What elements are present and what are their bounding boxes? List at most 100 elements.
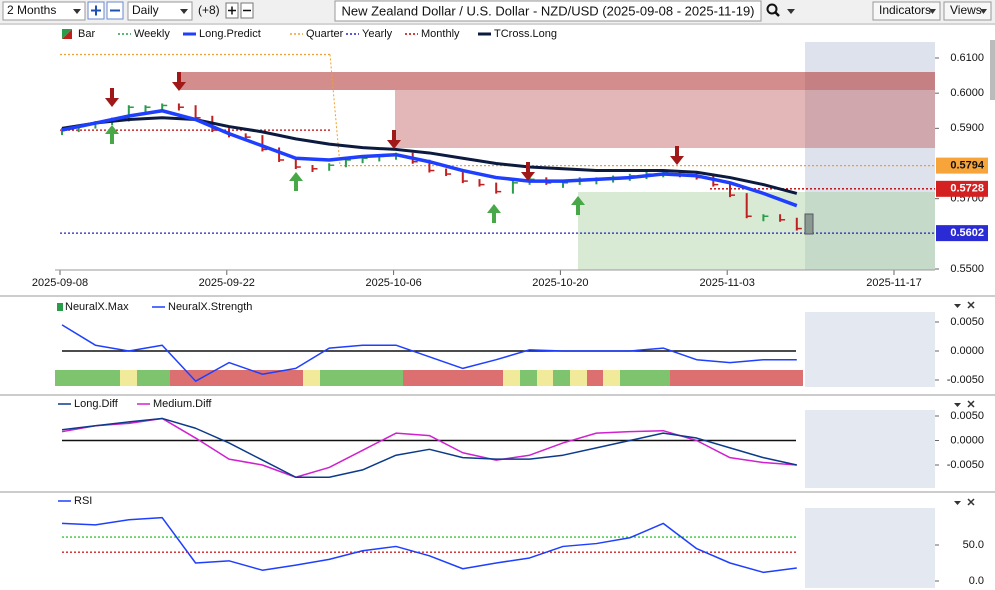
price-label-bg: [936, 157, 988, 174]
down-arrow: [670, 146, 684, 165]
up-arrow: [105, 125, 119, 144]
y-tick-label: 50.0: [963, 539, 984, 551]
y-tick-label: -0.0050: [947, 459, 984, 471]
dropdown-arrow: [180, 9, 188, 14]
down-arrow: [387, 130, 401, 149]
price-bar: [478, 179, 481, 187]
dropdown-arrow: [929, 9, 936, 14]
scrollbar[interactable]: [990, 40, 995, 100]
plus-icon: [228, 6, 236, 15]
max-state: [137, 370, 170, 386]
legend-label: Quarter: [306, 28, 344, 40]
max-state: [670, 370, 803, 386]
max-state: [520, 370, 537, 386]
search-icon[interactable]: [766, 3, 778, 15]
quarter-step: [329, 54, 341, 166]
future-zone: [805, 312, 935, 387]
max-state: [403, 370, 503, 386]
search-icon-handle: [774, 11, 780, 17]
price-bar: [428, 159, 431, 173]
legend-icon: [62, 29, 72, 39]
chart-title: New Zealand Dollar / U.S. Dollar - NZD/U…: [341, 3, 754, 18]
x-tick-label: 2025-09-22: [199, 277, 255, 289]
max-state: [120, 370, 137, 386]
y-tick-label: 0.5500: [950, 263, 984, 275]
offset-text: (+8): [198, 3, 220, 17]
strength-line: [61, 324, 797, 382]
resistance-zone: [180, 72, 935, 90]
indicators-button[interactable]: [872, 1, 941, 21]
y-tick-label: 0.0000: [950, 345, 984, 357]
plots: Bar Weekly Long.Predict Quarter Yearly Monthl…: [32, 28, 988, 587]
resistance-zone: [395, 90, 935, 148]
price-bar: [779, 214, 782, 222]
views-button[interactable]: [943, 1, 992, 21]
price-bar: [745, 193, 748, 219]
long-predict-line: [61, 109, 798, 208]
legend-label: RSI: [74, 495, 92, 507]
legend-label: Long.Predict: [199, 28, 261, 40]
price-bar: [562, 180, 564, 188]
max-state: [636, 370, 670, 386]
price-label: 0.5728: [950, 183, 984, 195]
max-state: [55, 370, 120, 386]
dropdown-arrow: [980, 9, 987, 14]
y-tick-label: -0.0050: [947, 374, 984, 386]
up-arrow: [289, 172, 303, 191]
x-tick-label: 2025-09-08: [32, 277, 88, 289]
panel-close[interactable]: [967, 301, 975, 309]
x-tick-label: 2025-11-17: [866, 277, 921, 289]
max-state: [303, 370, 320, 386]
price-bar: [194, 105, 197, 120]
price-bar: [762, 214, 765, 222]
y-tick-label: 0.6000: [950, 87, 984, 99]
panel-close[interactable]: [967, 498, 975, 506]
y-tick-label: 0.5900: [950, 122, 984, 134]
current-bar: [804, 213, 814, 235]
x-tick-label: 2025-10-06: [365, 277, 421, 289]
max-state: [170, 370, 303, 386]
y-tick-label: 0.6100: [950, 52, 984, 64]
panel-menu[interactable]: [954, 304, 961, 308]
price-label: 0.5602: [950, 227, 984, 239]
interval-text: Daily: [132, 3, 159, 17]
max-state: [603, 370, 620, 386]
rsi-line: [61, 516, 797, 574]
price-bar: [495, 182, 498, 194]
toolbar: 2 Months Daily (+8) New Zealand Dollar /…: [0, 0, 995, 23]
legend-icon: [57, 303, 63, 311]
future-zone: [805, 410, 935, 488]
max-state: [537, 370, 553, 386]
price-bar: [344, 157, 347, 168]
panel-close[interactable]: [967, 400, 975, 408]
price-bar: [127, 105, 130, 122]
support-zone: [578, 192, 935, 270]
price-bar: [278, 147, 281, 162]
price-bar: [161, 103, 164, 111]
title-box[interactable]: [334, 0, 762, 22]
down-arrow: [105, 88, 119, 107]
medium-diff-line: [61, 417, 797, 478]
panel-menu[interactable]: [954, 403, 961, 407]
plus-icon: [91, 5, 101, 16]
price-bar: [511, 180, 514, 194]
max-state: [320, 370, 403, 386]
views-text: Views: [950, 3, 982, 17]
price-bar: [361, 156, 364, 164]
panel-menu[interactable]: [954, 501, 961, 505]
dropdown-arrow[interactable]: [787, 9, 795, 14]
dropdown-arrow: [73, 9, 81, 14]
x-tick-label: 2025-11-03: [699, 277, 754, 289]
max-state: [553, 370, 570, 386]
max-state: [620, 370, 636, 386]
price-bar: [729, 182, 731, 198]
up-arrow: [571, 196, 585, 215]
price-bar: [445, 168, 448, 177]
interval-dropdown[interactable]: [127, 1, 193, 21]
max-state: [587, 370, 603, 386]
indicators-text: Indicators: [879, 3, 931, 17]
legend-label: Medium.Diff: [153, 398, 212, 410]
price-label-bg: [936, 225, 988, 242]
range-dropdown[interactable]: [2, 1, 86, 21]
legend-label: NeuralX.Strength: [168, 301, 252, 313]
